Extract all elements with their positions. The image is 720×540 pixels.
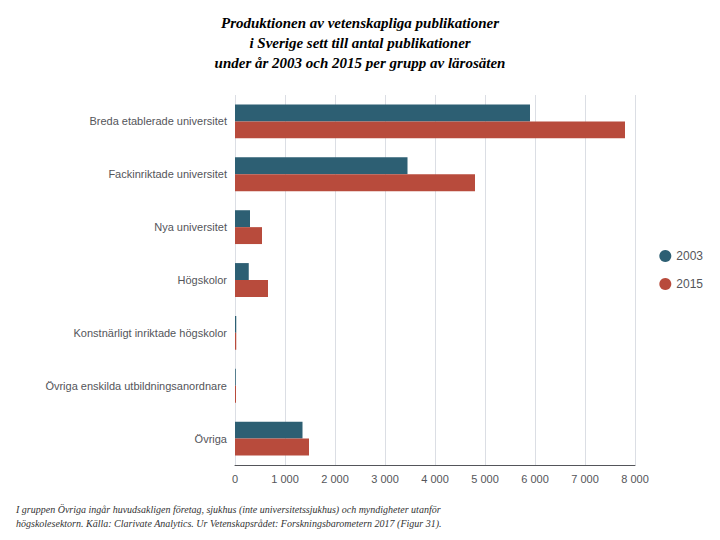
svg-text:6 000: 6 000 bbox=[521, 473, 549, 485]
svg-text:Högskolor: Högskolor bbox=[177, 274, 227, 286]
svg-text:Breda etablerade universitet: Breda etablerade universitet bbox=[89, 115, 227, 127]
svg-text:2003: 2003 bbox=[676, 249, 703, 263]
svg-text:7 000: 7 000 bbox=[571, 473, 599, 485]
svg-text:1 000: 1 000 bbox=[271, 473, 299, 485]
svg-text:Övriga enskilda utbildningsano: Övriga enskilda utbildningsanordnare bbox=[45, 380, 227, 392]
svg-text:Nya universitet: Nya universitet bbox=[154, 221, 227, 233]
svg-text:under år 2003 och 2015 per gru: under år 2003 och 2015 per grupp av läro… bbox=[215, 55, 506, 71]
svg-text:I gruppen Övriga ingår huvudsa: I gruppen Övriga ingår huvudsakligen för… bbox=[15, 504, 441, 516]
svg-text:Konstnärligt inriktade högskol: Konstnärligt inriktade högskolor bbox=[74, 327, 228, 339]
svg-text:2 000: 2 000 bbox=[321, 473, 349, 485]
svg-text:Fackinriktade universitet: Fackinriktade universitet bbox=[108, 168, 227, 180]
svg-text:2015: 2015 bbox=[676, 277, 703, 291]
svg-text:i Sverige sett till antal publ: i Sverige sett till antal publikationer bbox=[249, 35, 470, 51]
svg-text:4 000: 4 000 bbox=[421, 473, 449, 485]
svg-text:Produktionen av vetenskapliga: Produktionen av vetenskapliga publikatio… bbox=[221, 15, 499, 31]
svg-text:5 000: 5 000 bbox=[471, 473, 499, 485]
svg-text:högskolesektorn. Källa: Clariv: högskolesektorn. Källa: Clarivate Analyt… bbox=[16, 518, 442, 530]
svg-text:8 000: 8 000 bbox=[621, 473, 649, 485]
svg-text:Övriga: Övriga bbox=[195, 433, 228, 445]
svg-text:3 000: 3 000 bbox=[371, 473, 399, 485]
svg-text:0: 0 bbox=[232, 473, 238, 485]
